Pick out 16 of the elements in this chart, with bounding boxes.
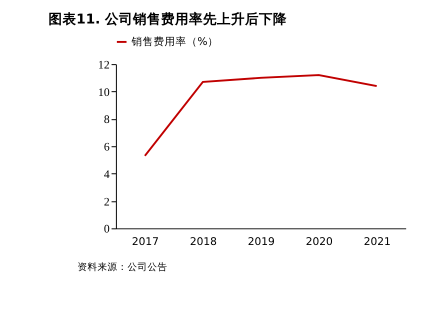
x-tick-label: 2019 [248, 235, 275, 248]
x-tick-label: 2020 [306, 235, 333, 248]
x-tick-label: 2021 [364, 235, 391, 248]
y-tick-label: 4 [104, 168, 110, 181]
y-tick-label: 8 [104, 113, 110, 126]
text: 资料来源：公司公告 [77, 260, 168, 273]
line-series [144, 74, 378, 157]
y-tick-label: 12 [98, 58, 110, 72]
y-tick-label: 6 [104, 140, 110, 154]
y-tick-label: 2 [104, 195, 110, 208]
chart-title: 图表11. 公司销售费用率先上升后下降 [48, 10, 288, 28]
x-tick-label: 2017 [132, 235, 159, 248]
legend-label: 销售费用率（%） [130, 34, 218, 48]
y-tick-label: 10 [98, 86, 110, 99]
x-tick-label: 2018 [190, 235, 218, 248]
y-tick-label: 0 [104, 222, 110, 236]
